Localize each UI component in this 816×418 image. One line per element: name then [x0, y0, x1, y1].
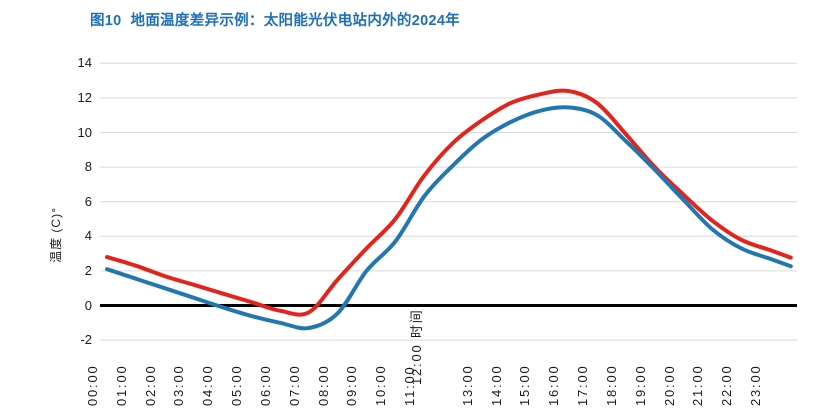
x-tick-label: 18:00	[603, 364, 619, 406]
x-tick-label: 15:00	[517, 364, 533, 406]
x-tick-label: 08:00	[315, 364, 331, 406]
x-tick-label: 13:00	[459, 364, 475, 406]
x-tick-label: 17:00	[575, 364, 591, 406]
x-tick-label: 10:00	[373, 364, 389, 406]
x-tick-label: 14:00	[488, 364, 504, 406]
temperature-line-red	[105, 88, 793, 317]
y-tick-label: 4	[84, 228, 92, 244]
x-tick-label: 23:00	[748, 364, 764, 406]
x-tick-label: 06:00	[257, 364, 273, 406]
chart-title: 图10 地面温度差异示例：太阳能光伏电站内外的2024年	[90, 9, 460, 30]
x-tick-label: 01:00	[113, 364, 129, 406]
y-tick-label: -2	[80, 332, 92, 348]
temperature-line-blue	[105, 105, 793, 331]
x-tick-label: 03:00	[171, 364, 187, 406]
x-tick-label: 04:00	[200, 364, 216, 406]
y-tick-label: 8	[84, 159, 92, 175]
x-tick-label: 07:00	[286, 364, 302, 406]
x-tick-label: 20:00	[661, 364, 677, 406]
y-tick-label: 6	[84, 193, 92, 209]
figure-caption: 地面温度差异示例：太阳能光伏电站内外的2024年	[130, 13, 460, 29]
y-tick-label: 14	[77, 55, 92, 71]
x-tick-label: 22:00	[719, 364, 735, 406]
y-tick-label: 10	[77, 124, 92, 140]
x-tick-label: 05:00	[229, 364, 245, 406]
x-axis-overlap-label: 12:00 时间	[409, 308, 424, 385]
y-tick-label: 0	[84, 297, 92, 313]
x-tick-label: 21:00	[690, 364, 706, 406]
y-tick-label: 2	[84, 262, 92, 278]
x-tick-label: 16:00	[546, 364, 562, 406]
figure-number: 图10	[90, 13, 122, 29]
x-tick-label: 19:00	[632, 364, 648, 406]
x-tick-label: 00:00	[85, 364, 100, 406]
x-tick-label: 09:00	[344, 364, 360, 406]
y-tick-label: 12	[77, 89, 92, 105]
x-tick-label: 02:00	[142, 364, 158, 406]
